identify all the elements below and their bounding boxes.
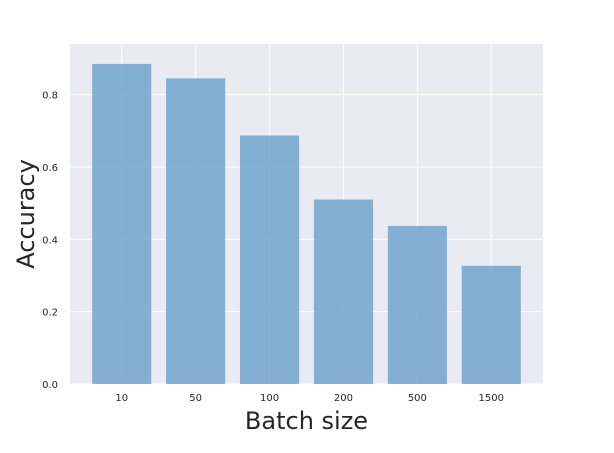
bar-1500	[461, 265, 521, 384]
bars	[92, 63, 521, 385]
bar-10	[92, 63, 152, 384]
x-tick-label: 500	[408, 393, 427, 404]
x-tick-label: 100	[260, 393, 279, 404]
y-tick-label: 0.2	[42, 308, 58, 319]
bar-200	[313, 199, 374, 384]
y-axis-title: Accuracy	[12, 159, 40, 269]
y-tick-labels: 0.0 0.2 0.4 0.6 0.8	[42, 91, 58, 391]
y-tick-label: 0.4	[42, 235, 58, 246]
y-tick-label: 0.0	[42, 380, 58, 391]
y-tick-label: 0.8	[42, 91, 58, 102]
y-tick-label: 0.6	[42, 163, 58, 174]
x-tick-label: 50	[189, 393, 202, 404]
x-tick-label: 200	[334, 393, 353, 404]
bar-50	[166, 78, 226, 385]
bar-100	[239, 135, 300, 384]
x-tick-label: 1500	[479, 393, 504, 404]
x-tick-labels: 10 50 100 200 500 1500	[115, 393, 504, 404]
x-tick-label: 10	[115, 393, 128, 404]
x-axis-title: Batch size	[245, 407, 368, 435]
bar-500	[387, 225, 447, 384]
